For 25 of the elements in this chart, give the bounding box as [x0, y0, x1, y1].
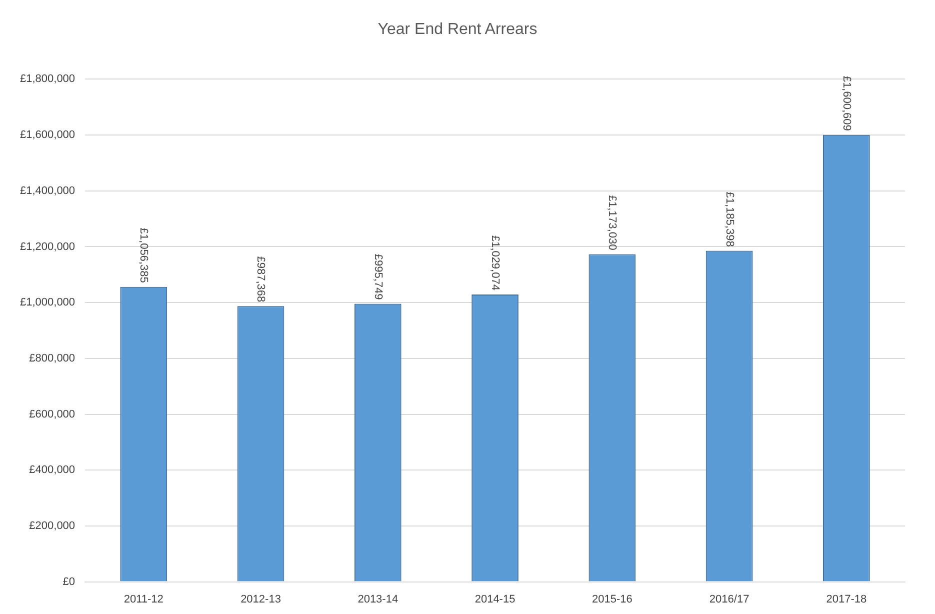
- data-label: £1,029,074: [488, 235, 501, 290]
- chart-title: Year End Rent Arrears: [378, 21, 538, 38]
- y-tick-label: £1,400,000: [20, 184, 76, 197]
- y-tick-label: £1,200,000: [20, 240, 76, 253]
- x-tick-label: 2017-18: [826, 593, 867, 606]
- y-tick-label: £1,000,000: [20, 296, 76, 309]
- x-tick-label: 2016/17: [709, 593, 750, 606]
- data-label: £1,600,609: [840, 76, 852, 131]
- y-tick-label: £600,000: [29, 408, 76, 420]
- y-tick-label: £800,000: [29, 352, 76, 364]
- x-tick-label: 2012-13: [240, 593, 281, 606]
- y-tick-label: £1,800,000: [20, 73, 76, 86]
- y-tick-label: £200,000: [29, 520, 76, 532]
- data-label: £995,749: [372, 254, 384, 300]
- data-label: £1,173,030: [606, 195, 618, 250]
- data-label: £987,368: [254, 256, 267, 302]
- x-tick-label: 2014-15: [474, 593, 516, 606]
- x-tick-label: 2015-16: [592, 593, 632, 606]
- x-tick-label: 2011-12: [124, 593, 164, 606]
- x-tick-label: 2013-14: [358, 593, 398, 606]
- y-tick-label: £400,000: [29, 464, 76, 476]
- y-tick-label: £1,600,000: [20, 129, 76, 142]
- y-tick-label: £0: [62, 576, 76, 588]
- data-label: £1,056,385: [138, 228, 150, 283]
- data-label: £1,185,398: [723, 192, 736, 247]
